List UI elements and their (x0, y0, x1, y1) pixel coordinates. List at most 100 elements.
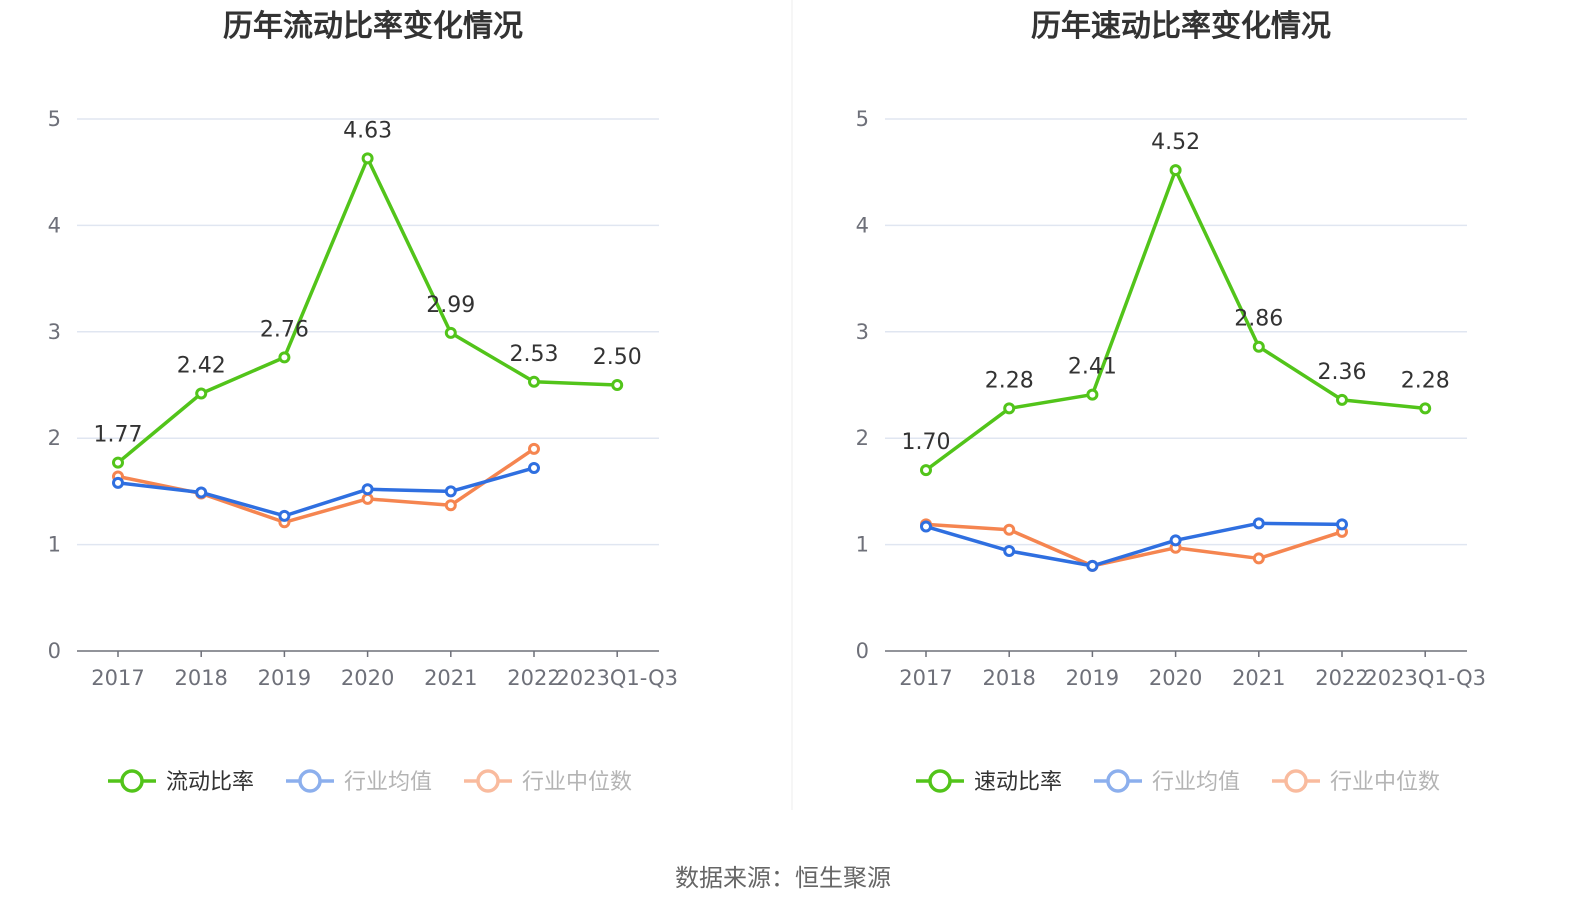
x-tick-label: 2023Q1-Q3 (556, 666, 678, 690)
data-point[interactable] (1086, 388, 1099, 401)
data-point[interactable] (528, 442, 540, 455)
data-label: 2.41 (1068, 355, 1117, 380)
legend-circle-icon (1106, 769, 1130, 793)
data-label: 2.53 (510, 342, 559, 367)
y-tick-label: 2 (48, 426, 61, 450)
data-point[interactable] (361, 152, 374, 165)
data-point[interactable] (611, 379, 624, 391)
legend-label: 行业均值 (1152, 770, 1240, 795)
y-tick-label: 3 (856, 320, 869, 344)
data-point[interactable] (1003, 523, 1016, 536)
y-tick-label: 4 (48, 213, 61, 237)
data-point[interactable] (444, 326, 457, 339)
data-point[interactable] (444, 499, 457, 512)
data-point[interactable] (444, 485, 457, 498)
data-label: 2.50 (593, 345, 642, 370)
legend-item[interactable]: 行业均值 (286, 769, 432, 795)
x-tick-label: 2020 (341, 666, 394, 690)
data-point[interactable] (528, 375, 540, 388)
y-tick-label: 0 (48, 639, 61, 663)
legend-label: 行业均值 (344, 770, 432, 795)
data-point[interactable] (1169, 534, 1182, 547)
x-tick-label: 2022 (507, 666, 560, 690)
legend-item[interactable]: 流动比率 (108, 769, 254, 795)
x-tick-label: 2021 (1232, 666, 1285, 690)
x-tick-label: 2021 (424, 666, 477, 690)
chart-1: 历年流动比率变化情况 0 1 2 3 4 5 2017 2018 2019 2020 2021 2022… (48, 9, 678, 795)
x-tick-label: 2017 (899, 666, 952, 690)
legend-item[interactable]: 行业均值 (1094, 769, 1240, 795)
legend-circle-icon (1284, 769, 1308, 793)
x-tick-label: 2019 (1066, 666, 1119, 690)
data-point[interactable] (361, 483, 374, 496)
data-point[interactable] (1086, 559, 1099, 572)
y-tick-label: 2 (856, 426, 869, 450)
series-line-industry-avg (117, 466, 535, 518)
y-tick-label: 5 (48, 107, 61, 131)
data-point[interactable] (1336, 518, 1348, 531)
x-tick-label: 2017 (91, 666, 144, 690)
x-tick-label: 2022 (1315, 666, 1368, 690)
chart-2: 历年速动比率变化情况 0 1 2 3 4 5 2017 2018 2019 2020 2021 2022… (856, 9, 1486, 795)
data-point[interactable] (1169, 164, 1182, 177)
legend-label: 流动比率 (166, 770, 254, 795)
legend-circle-icon (928, 769, 952, 793)
data-point[interactable] (1252, 552, 1265, 565)
data-label: 2.42 (177, 354, 226, 379)
data-label: 2.36 (1318, 360, 1367, 385)
y-tick-label: 1 (48, 533, 61, 557)
data-label: 1.77 (94, 423, 143, 448)
x-tick-label: 2019 (258, 666, 311, 690)
y-tick-label: 3 (48, 320, 61, 344)
y-tick-label: 4 (856, 213, 869, 237)
series-line-main (924, 168, 1426, 472)
legend-circle-icon (476, 769, 500, 793)
x-tick-label: 2020 (1149, 666, 1202, 690)
data-label: 2.99 (426, 293, 475, 318)
chart-title: 历年速动比率变化情况 (1031, 9, 1331, 44)
data-label: 2.28 (1401, 368, 1450, 393)
x-tick-label: 2023Q1-Q3 (1364, 666, 1486, 690)
data-point[interactable] (112, 476, 124, 489)
data-point[interactable] (920, 520, 932, 533)
data-label: 2.76 (260, 317, 309, 342)
data-point[interactable] (1003, 402, 1016, 415)
data-point[interactable] (1252, 340, 1265, 353)
legend-label: 行业中位数 (1330, 770, 1440, 795)
legend-label: 行业中位数 (522, 770, 632, 795)
x-tick-label: 2018 (982, 666, 1035, 690)
legend-circle-icon (298, 769, 322, 793)
data-point[interactable] (112, 456, 124, 469)
data-point[interactable] (920, 464, 932, 477)
data-point[interactable] (278, 509, 291, 522)
data-point[interactable] (195, 387, 208, 400)
legend-item[interactable]: 行业中位数 (1272, 769, 1440, 795)
data-label: 1.70 (902, 430, 951, 455)
y-tick-label: 1 (856, 533, 869, 557)
data-label: 4.52 (1151, 130, 1200, 155)
data-point[interactable] (528, 461, 540, 474)
legend-label: 速动比率 (974, 770, 1062, 795)
chart-title: 历年流动比率变化情况 (223, 9, 523, 44)
series-line-industry-avg (925, 521, 1343, 568)
legend-circle-icon (120, 769, 144, 793)
data-point[interactable] (195, 486, 208, 499)
data-point[interactable] (1419, 402, 1432, 415)
data-point[interactable] (1336, 393, 1348, 406)
data-point[interactable] (278, 351, 291, 364)
data-label: 4.63 (343, 118, 392, 143)
data-point[interactable] (361, 492, 374, 505)
data-source: 数据来源：恒生聚源 (675, 864, 891, 892)
data-point[interactable] (1252, 517, 1265, 530)
data-label: 2.86 (1234, 307, 1283, 332)
data-label: 2.28 (985, 368, 1034, 393)
series-line-main (116, 156, 618, 465)
series-line-industry-median (925, 522, 1343, 568)
y-tick-label: 5 (856, 107, 869, 131)
legend-item[interactable]: 速动比率 (916, 769, 1062, 795)
y-tick-label: 0 (856, 639, 869, 663)
data-point[interactable] (1003, 544, 1016, 557)
legend-item[interactable]: 行业中位数 (464, 769, 632, 795)
x-tick-label: 2018 (174, 666, 227, 690)
